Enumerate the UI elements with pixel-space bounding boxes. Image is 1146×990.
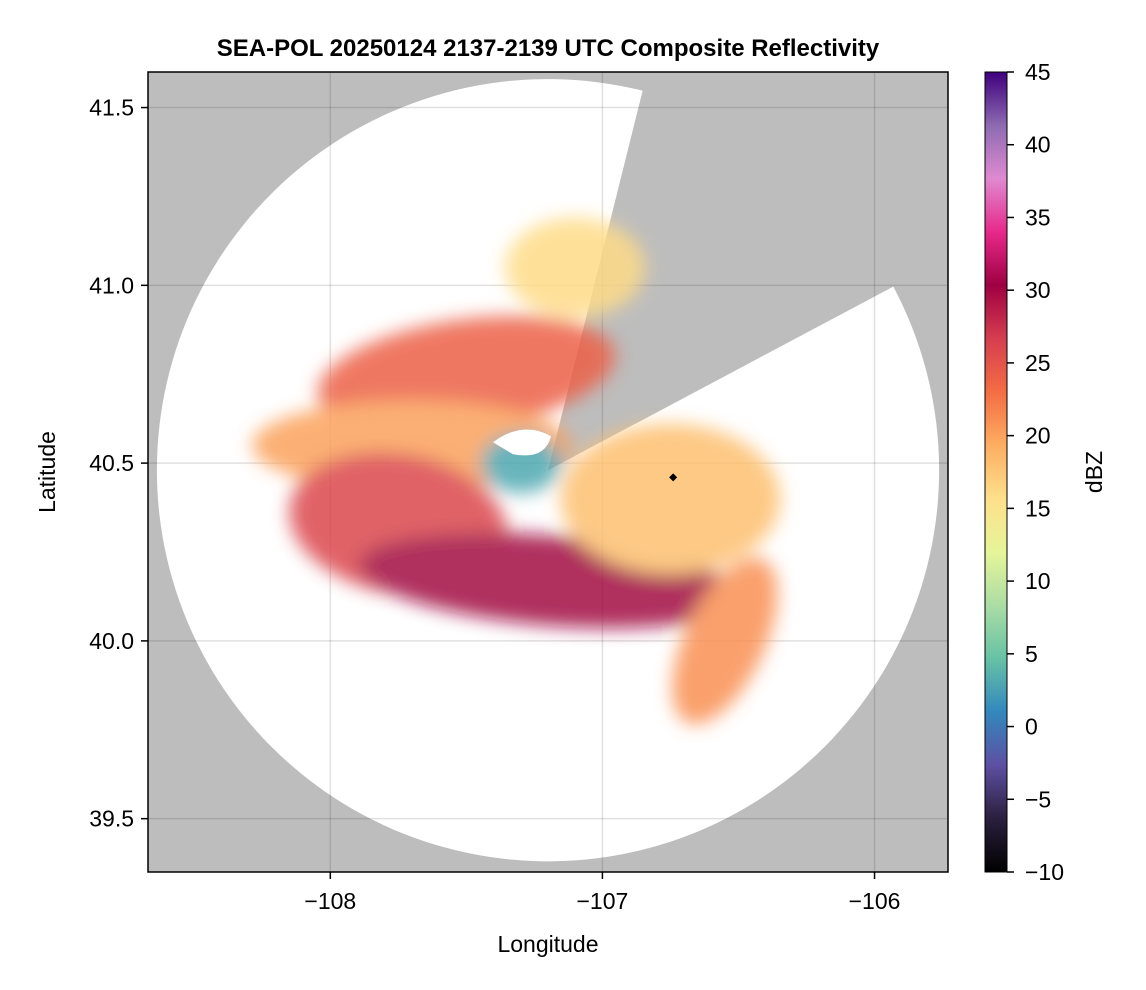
location-marker [669,473,678,482]
colorbar-tick-label: −5 [1025,786,1051,812]
y-tick-label: 41.5 [89,95,134,121]
y-tick-label: 41.0 [89,272,134,298]
clear-air-hole [493,429,551,456]
colorbar: −10 −5 0 5 10 15 20 25 30 35 40 45 [984,59,1064,885]
plot-area [148,72,948,872]
colorbar-tick-label: 15 [1025,495,1051,521]
y-tick-label: 40.5 [89,450,134,476]
echo-region [505,217,646,318]
colorbar-ticks: −10 −5 0 5 10 15 20 25 30 35 40 45 [1007,59,1064,885]
colorbar-tick-label: 25 [1025,350,1051,376]
x-tick-label: −106 [849,888,901,914]
colorbar-tick-label: 40 [1025,132,1051,158]
y-axis-label: Latitude [34,431,60,513]
colorbar-tick-label: 45 [1025,59,1051,85]
chart-title: SEA-POL 20250124 2137-2139 UTC Composite… [217,35,880,62]
x-tick-label: −107 [577,888,629,914]
colorbar-tick-label: 10 [1025,568,1051,594]
colorbar-tick-label: 20 [1025,423,1051,449]
reflectivity-echoes [251,217,781,725]
echo-region [672,557,778,725]
colorbar-label: dBZ [1081,451,1107,493]
y-tick-label: 40.0 [89,628,134,654]
x-axis-label: Longitude [497,931,598,957]
colorbar-tick-label: 30 [1025,277,1051,303]
x-axis-ticks: −108 −107 −106 [304,872,900,914]
colorbar-tick-label: 5 [1025,641,1038,667]
colorbar-tick-label: −10 [1025,859,1064,885]
x-tick-label: −108 [304,888,356,914]
y-axis-ticks: 39.5 40.0 40.5 41.0 41.5 [89,95,148,832]
echo-region [560,423,781,574]
colorbar-tick-label: 0 [1025,714,1038,740]
y-tick-label: 39.5 [89,806,134,832]
plot-frame [147,71,949,873]
colorbar-gradient [984,71,1008,873]
colorbar-tick-label: 35 [1025,204,1051,230]
